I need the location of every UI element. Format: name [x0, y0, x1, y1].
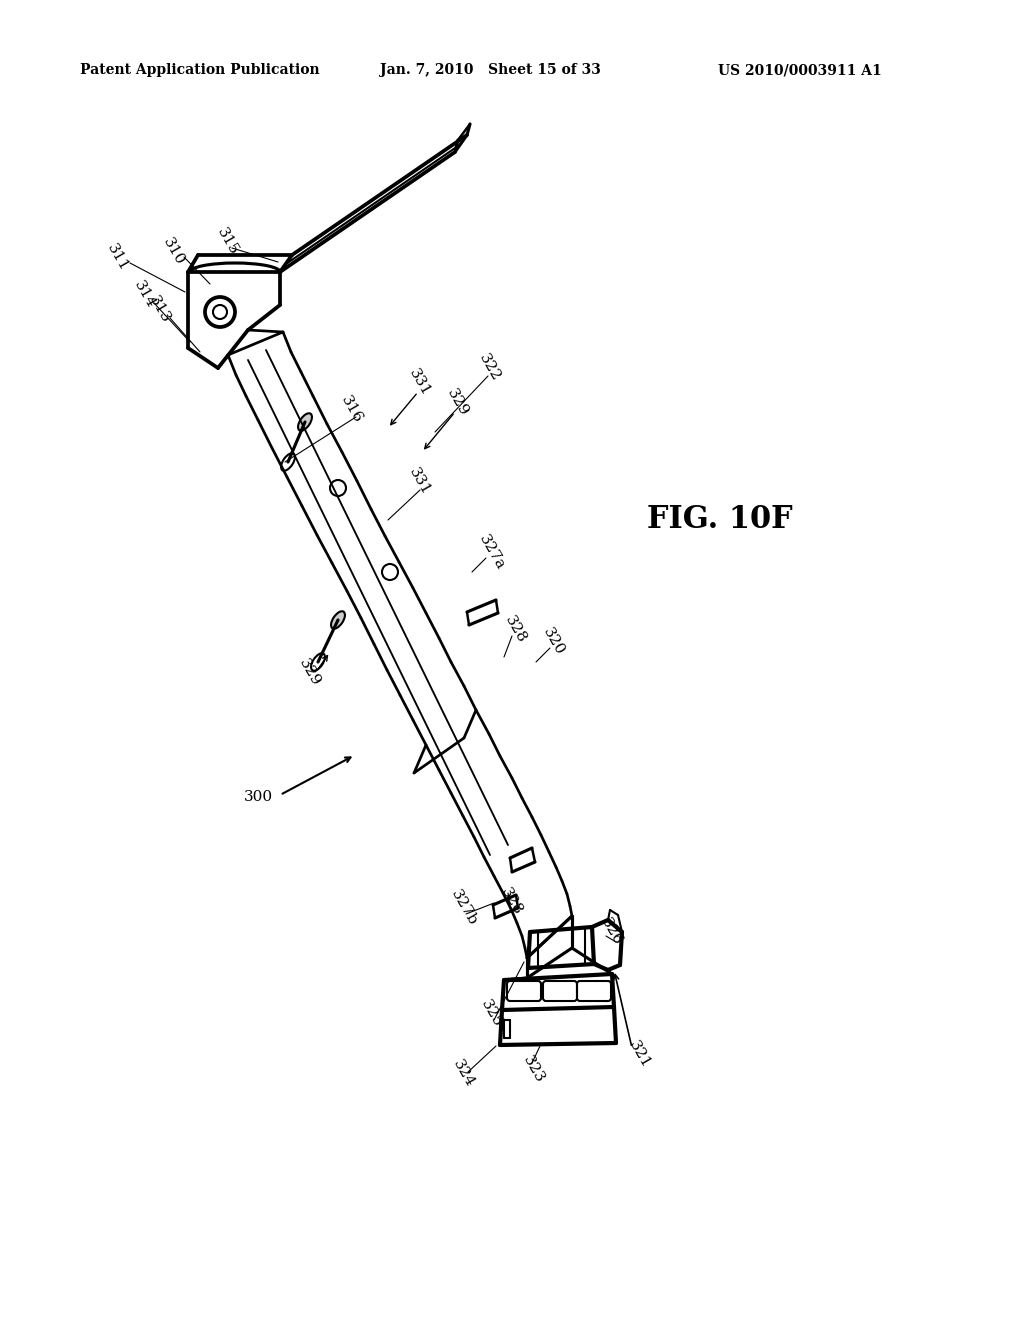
Text: 325: 325 — [478, 998, 505, 1030]
Text: 329: 329 — [297, 657, 324, 689]
Text: 313: 313 — [146, 294, 173, 326]
Text: 300: 300 — [244, 789, 272, 804]
Text: 320: 320 — [541, 626, 567, 659]
Text: US 2010/0003911 A1: US 2010/0003911 A1 — [718, 63, 882, 77]
Text: 328: 328 — [499, 886, 525, 917]
Text: 314: 314 — [132, 279, 159, 312]
Text: 310: 310 — [161, 236, 187, 268]
Ellipse shape — [298, 413, 312, 430]
Text: 331: 331 — [407, 367, 433, 399]
Text: FIG. 10F: FIG. 10F — [647, 504, 793, 536]
Text: 321: 321 — [627, 1039, 653, 1071]
Text: 311: 311 — [104, 242, 131, 275]
Text: 329: 329 — [444, 387, 471, 420]
Text: 331: 331 — [407, 466, 433, 498]
Text: 327b: 327b — [449, 888, 480, 928]
Text: 326: 326 — [599, 916, 626, 948]
Text: 324: 324 — [451, 1057, 477, 1090]
Text: 315: 315 — [215, 226, 242, 257]
Text: 328: 328 — [503, 614, 529, 645]
Text: 322: 322 — [476, 352, 504, 384]
Text: 316: 316 — [339, 393, 366, 426]
Text: 327a: 327a — [476, 532, 508, 572]
Text: Jan. 7, 2010   Sheet 15 of 33: Jan. 7, 2010 Sheet 15 of 33 — [380, 63, 600, 77]
Text: Patent Application Publication: Patent Application Publication — [80, 63, 319, 77]
Text: 323: 323 — [520, 1053, 547, 1086]
Ellipse shape — [331, 611, 345, 628]
